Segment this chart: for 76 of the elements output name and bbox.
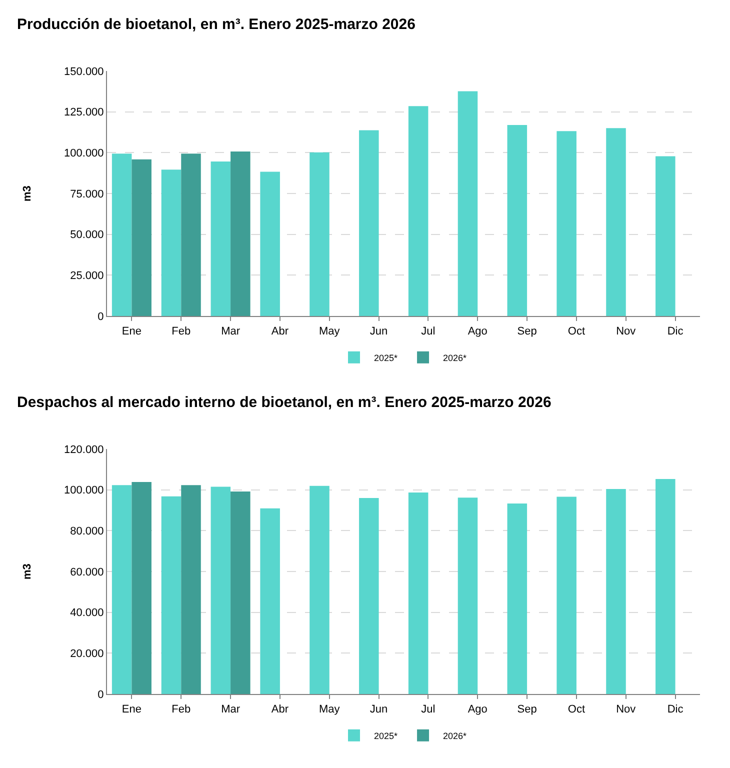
x-tick-label: Mar [221, 325, 240, 338]
y-tick-label: 100.000 [64, 484, 104, 497]
bar [210, 486, 231, 694]
legend-label: 2026* [443, 730, 468, 741]
bar [132, 159, 152, 316]
bar [507, 125, 528, 316]
bar [132, 482, 152, 694]
y-tick-label: 60.000 [70, 566, 104, 578]
x-tick-label: Abr [271, 703, 289, 716]
x-tick-label: Jun [370, 325, 388, 338]
x-tick-label: Ago [468, 325, 488, 338]
bar [230, 152, 250, 316]
bar [606, 488, 626, 694]
x-tick-label: Sep [517, 703, 537, 716]
bar [359, 130, 379, 316]
x-tick-label: Nov [616, 325, 636, 338]
y-axis-title: m3 [22, 564, 34, 580]
x-tick-label: Feb [172, 703, 191, 716]
x-tick-label: Oct [568, 325, 586, 338]
bar [161, 170, 182, 316]
x-tick-label: Ene [122, 325, 142, 338]
bar [230, 491, 250, 694]
y-tick-label: 0 [98, 310, 104, 323]
y-tick-label: 125.000 [64, 106, 104, 119]
bar [556, 131, 576, 316]
x-tick-label: Jun [370, 703, 388, 716]
bar [210, 161, 231, 316]
bar [656, 478, 676, 694]
bar [606, 128, 626, 316]
x-tick-label: May [318, 703, 340, 716]
bar [260, 508, 280, 694]
bar [310, 152, 330, 316]
x-tick-label: Jul [421, 703, 436, 716]
x-tick-label: Ago [468, 703, 488, 716]
bar [408, 492, 428, 694]
x-tick-label: Sep [517, 325, 537, 338]
bar [112, 485, 132, 694]
bar [161, 496, 182, 694]
x-tick-label: Abr [271, 325, 289, 338]
x-tick-label: Oct [568, 703, 586, 716]
chart-title: Despachos al mercado interno de bioetanol, en m³. Enero 2025-marzo 2026 [17, 394, 552, 411]
bar [181, 485, 201, 694]
bar [260, 172, 280, 316]
x-tick-label: May [318, 325, 340, 338]
y-tick-label: 50.000 [70, 229, 104, 242]
chart-title: Producción de bioetanol, en m³. Enero 2025-marzo 2026 [17, 16, 416, 33]
bar [408, 106, 428, 316]
x-tick-label: Feb [172, 325, 191, 338]
y-tick-label: 40.000 [70, 607, 104, 620]
x-tick-label: Mar [221, 703, 240, 716]
x-tick-label: Jul [421, 325, 436, 338]
bar [458, 91, 478, 316]
x-tick-label: Dic [667, 325, 684, 338]
bar [310, 486, 330, 694]
bar [507, 503, 528, 694]
y-tick-label: 120.000 [64, 444, 104, 456]
y-tick-label: 25.000 [70, 270, 104, 282]
bar [656, 156, 676, 316]
legend-label: 2026* [443, 352, 468, 363]
bar [556, 496, 576, 694]
bar [112, 154, 132, 316]
x-tick-label: Ene [122, 703, 142, 716]
x-tick-label: Nov [616, 703, 636, 716]
y-tick-label: 150.000 [64, 66, 104, 78]
bar [458, 498, 478, 694]
y-tick-label: 75.000 [70, 188, 104, 200]
y-tick-label: 20.000 [70, 648, 104, 660]
y-tick-label: 100.000 [64, 148, 104, 160]
legend-label: 2025* [374, 730, 398, 741]
legend-label: 2025* [374, 352, 398, 363]
x-tick-label: Dic [667, 703, 684, 716]
y-tick-label: 80.000 [70, 526, 104, 538]
y-tick-label: 0 [98, 688, 104, 701]
bar [181, 154, 201, 316]
y-axis-title: m3 [22, 186, 34, 202]
bar [359, 498, 379, 694]
